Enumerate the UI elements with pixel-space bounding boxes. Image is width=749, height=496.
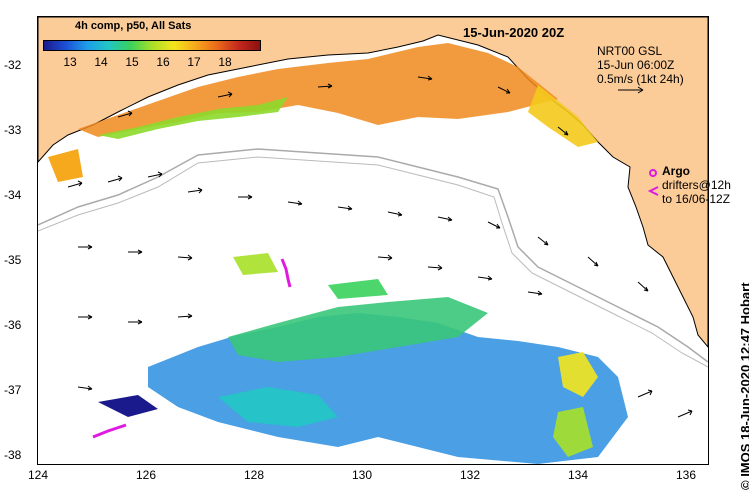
x-tick-label: 124: [27, 468, 49, 482]
colorbar-label: 15: [125, 55, 139, 69]
y-tick-label: -37: [4, 383, 22, 397]
argo-marker: [649, 169, 657, 177]
colorbar-label: 16: [156, 55, 170, 69]
y-tick-label: -38: [4, 448, 22, 462]
colorbar-label: 18: [218, 55, 232, 69]
x-tick-label: 134: [567, 468, 589, 482]
legend-drifters: drifters@12h: [662, 178, 731, 192]
x-tick-label: 136: [675, 468, 697, 482]
bathymetry-contour: [38, 148, 708, 363]
y-tick-label: -34: [4, 188, 22, 202]
current-vectors: [67, 75, 693, 418]
x-tick-label: 126: [135, 468, 157, 482]
colorbar-label: 17: [187, 55, 201, 69]
x-tick-label: 128: [243, 468, 265, 482]
info-time: 15-Jun 06:00Z: [597, 58, 675, 72]
argo-track: [92, 423, 127, 439]
legend-drifters-date: to 16/06-12Z: [662, 192, 731, 206]
credit-label: © IMOS 18-Jun-2020 12:47 Hobart: [738, 282, 749, 490]
info-scale: 0.5m/s (1kt 24h): [597, 72, 684, 86]
colorbar-label: 13: [63, 55, 77, 69]
info-model: NRT00 GSL: [597, 44, 663, 58]
x-tick-label: 132: [459, 468, 481, 482]
argo-track: [280, 258, 292, 288]
colorbar-label: 14: [94, 55, 108, 69]
y-tick-label: -33: [4, 123, 22, 137]
scale-arrow: [618, 86, 644, 94]
colorbar: [43, 40, 261, 51]
drifter-marker: [647, 186, 659, 196]
y-tick-label: -36: [4, 318, 22, 332]
date-label: 15-Jun-2020 20Z: [463, 25, 565, 40]
x-tick-label: 130: [351, 468, 373, 482]
colorbar-title: 4h comp, p50, All Sats: [75, 20, 192, 32]
legend-argo: Argo: [662, 164, 690, 178]
y-tick-label: -35: [4, 253, 22, 267]
sst-green-band: [98, 97, 288, 139]
y-tick-label: -32: [4, 58, 22, 72]
